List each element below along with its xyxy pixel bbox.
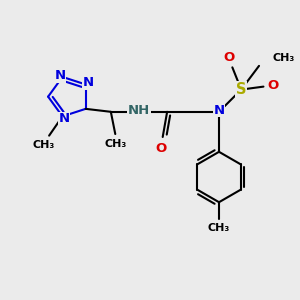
Text: N: N xyxy=(82,76,94,89)
Text: O: O xyxy=(156,142,167,155)
Text: O: O xyxy=(268,79,279,92)
Text: CH₃: CH₃ xyxy=(33,140,55,149)
Text: S: S xyxy=(236,82,247,97)
Text: O: O xyxy=(223,51,234,64)
Text: N: N xyxy=(55,69,66,82)
Text: CH₃: CH₃ xyxy=(272,53,295,64)
Text: CH₃: CH₃ xyxy=(104,140,126,149)
Text: N: N xyxy=(58,112,70,125)
Text: NH: NH xyxy=(128,104,150,117)
Text: N: N xyxy=(213,104,225,117)
Text: CH₃: CH₃ xyxy=(208,223,230,233)
